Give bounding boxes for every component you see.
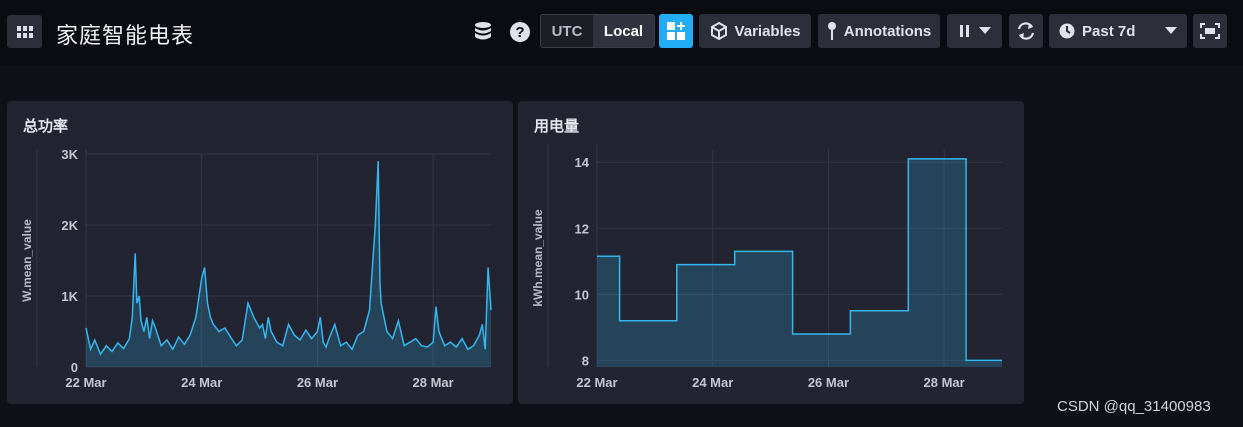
y-tick-label: 2K	[61, 218, 78, 233]
energy-usage-chart[interactable]: 22 Mar 24 Mar 26 Mar 28 Mar 8 10 12 14 kWh.mean_…	[518, 101, 1024, 404]
power-panel: 总功率 22 Mar 24 Mar 26 Mar 28 Mar 0 1K 2K 3K W.mea…	[7, 101, 513, 404]
fullscreen-icon	[1200, 23, 1220, 39]
add-cell-button[interactable]	[659, 14, 693, 48]
refresh-button[interactable]	[1009, 14, 1043, 48]
panel-title: 总功率	[23, 117, 69, 135]
time-range-dropdown[interactable]: Past 7d	[1049, 14, 1187, 48]
x-tick-label: 28 Mar	[413, 375, 454, 390]
help-circle-icon[interactable]: ?	[509, 21, 531, 43]
dashboard-menu-button[interactable]	[7, 15, 42, 48]
chevron-down-icon	[978, 27, 991, 34]
y-tick-label: 14	[575, 155, 590, 170]
x-tick-label: 26 Mar	[808, 375, 849, 390]
energy-panel: 用电量 22 Mar 24 Mar 26 Mar 28 Mar 8 10 12 14 kWh.m…	[518, 101, 1024, 404]
chevron-down-icon	[1165, 27, 1177, 34]
autorefresh-dropdown[interactable]	[947, 14, 1002, 48]
x-tick-label: 24 Mar	[692, 375, 733, 390]
watermark: CSDN @qq_31400983	[1057, 398, 1211, 415]
y-tick-label: 12	[575, 221, 589, 236]
series-area	[597, 158, 1002, 367]
database-icon[interactable]	[472, 21, 494, 43]
x-tick-label: 24 Mar	[181, 375, 222, 390]
refresh-icon	[1017, 22, 1035, 40]
y-axis-label: W.mean_value	[20, 219, 34, 302]
y-tick-label: 8	[582, 353, 589, 368]
x-tick-label: 26 Mar	[297, 375, 338, 390]
timezone-utc-option[interactable]: UTC	[541, 15, 593, 47]
series-line	[597, 158, 1002, 362]
x-tick-label: 22 Mar	[65, 375, 106, 390]
svg-text:?: ?	[515, 24, 524, 41]
variables-label: Variables	[734, 22, 801, 40]
y-tick-label: 10	[575, 287, 589, 302]
y-tick-label: 1K	[61, 289, 78, 304]
y-tick-label: 0	[71, 360, 78, 375]
dashboard-grid-icon	[16, 25, 33, 38]
timezone-local-option[interactable]: Local	[593, 15, 654, 47]
presentation-mode-button[interactable]	[1193, 14, 1227, 48]
clock-icon	[1059, 23, 1075, 39]
x-tick-label: 22 Mar	[576, 375, 617, 390]
pin-icon	[827, 22, 836, 40]
total-power-chart[interactable]: 22 Mar 24 Mar 26 Mar 28 Mar 0 1K 2K 3K W.mean_va…	[7, 101, 513, 404]
add-cell-icon	[667, 22, 685, 40]
time-range-label: Past 7d	[1082, 22, 1136, 40]
top-toolbar: 家庭智能电表 ? UTC Local Variables Annotations	[0, 0, 1243, 66]
y-tick-label: 3K	[61, 147, 78, 162]
panel-title: 用电量	[534, 117, 580, 135]
variables-button[interactable]: Variables	[699, 14, 811, 48]
series-area	[86, 161, 491, 367]
pause-icon	[959, 25, 969, 37]
cube-icon	[710, 22, 727, 40]
dashboard-title: 家庭智能电表	[56, 24, 195, 49]
x-tick-label: 28 Mar	[924, 375, 965, 390]
series-line	[85, 161, 492, 356]
y-axis-label: kWh.mean_value	[531, 209, 545, 307]
annotations-label: Annotations	[843, 22, 932, 40]
timezone-toggle: UTC Local	[540, 14, 655, 48]
annotations-button[interactable]: Annotations	[818, 14, 940, 48]
